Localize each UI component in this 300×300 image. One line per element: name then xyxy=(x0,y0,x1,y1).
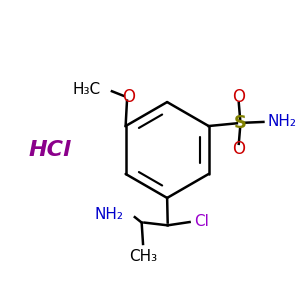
Text: H₃C: H₃C xyxy=(73,82,101,97)
Text: HCl: HCl xyxy=(28,140,71,160)
Text: S: S xyxy=(234,114,247,132)
Text: CH₃: CH₃ xyxy=(130,249,158,264)
Text: Cl: Cl xyxy=(194,214,208,229)
Text: O: O xyxy=(232,88,245,106)
Text: NH₂: NH₂ xyxy=(268,114,296,129)
Text: O: O xyxy=(232,140,245,158)
Text: O: O xyxy=(122,88,135,106)
Text: NH₂: NH₂ xyxy=(95,207,124,222)
